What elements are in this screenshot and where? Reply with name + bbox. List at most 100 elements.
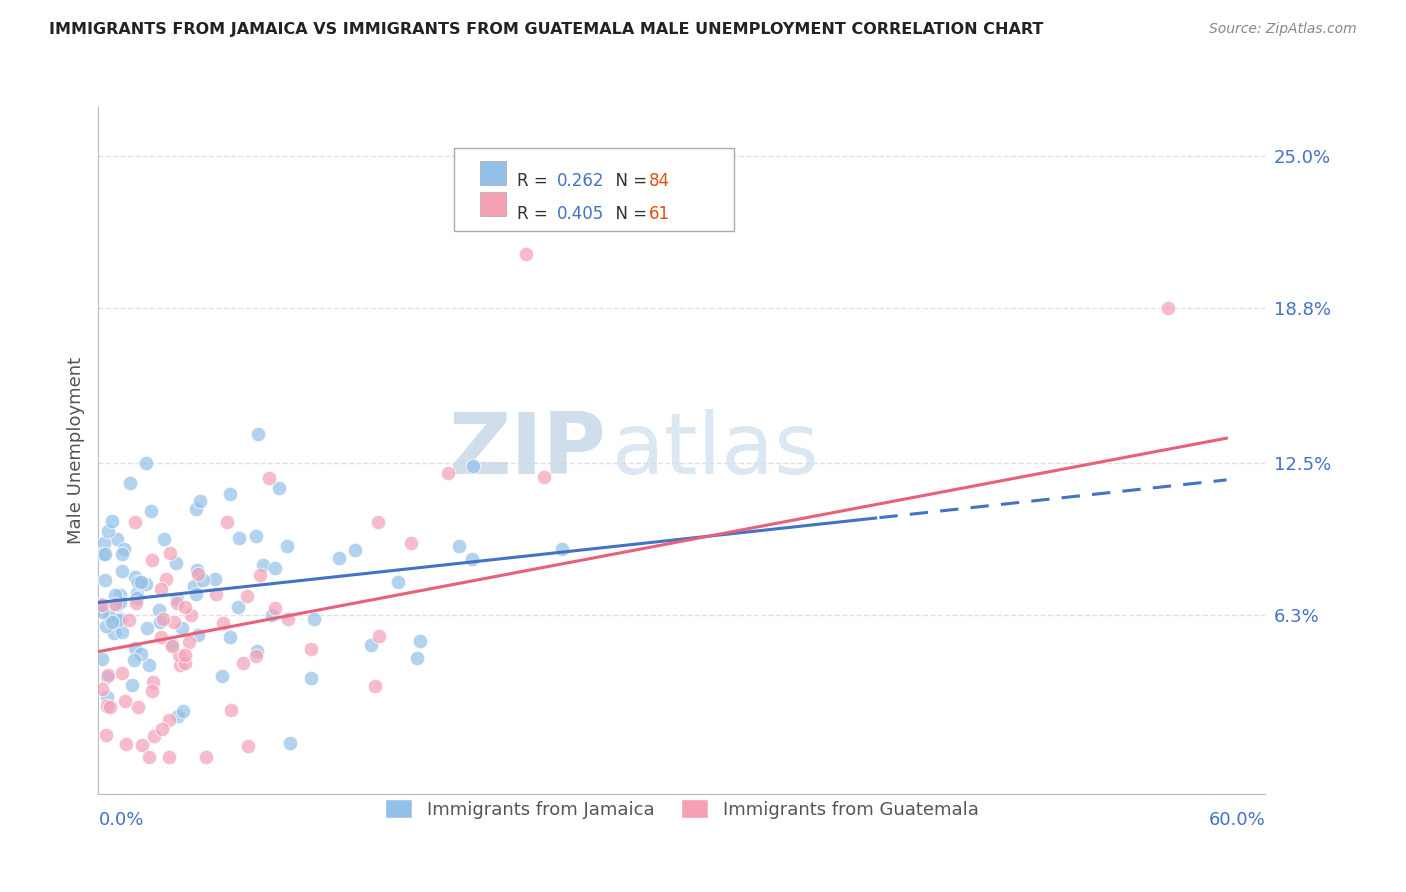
Point: [96, 699, 118, 714]
Point: [257, 471, 280, 485]
Point: [152, 722, 174, 736]
Point: [328, 551, 350, 566]
Point: [165, 556, 187, 570]
Point: [94, 619, 117, 633]
Point: [104, 588, 127, 602]
Point: [247, 427, 270, 442]
Point: [107, 614, 129, 628]
Point: [108, 611, 131, 625]
Text: 0.262: 0.262: [557, 172, 605, 190]
Point: [111, 625, 134, 640]
Point: [93, 535, 115, 549]
Point: [121, 678, 143, 692]
Point: [142, 674, 165, 689]
Point: [148, 602, 170, 616]
Point: [127, 591, 149, 605]
Point: [111, 665, 134, 680]
Point: [551, 541, 574, 556]
Point: [344, 543, 367, 558]
Point: [238, 739, 260, 753]
Point: [94, 547, 117, 561]
Point: [278, 736, 301, 750]
Point: [169, 648, 191, 662]
Point: [160, 637, 183, 651]
Point: [127, 575, 149, 590]
Point: [138, 658, 160, 673]
Point: [187, 628, 209, 642]
Point: [437, 466, 460, 480]
Text: 84: 84: [650, 172, 671, 190]
Point: [533, 470, 555, 484]
Point: [111, 564, 134, 578]
Point: [136, 621, 159, 635]
Point: [143, 730, 166, 744]
Text: R =: R =: [517, 205, 554, 223]
Text: N =: N =: [605, 172, 652, 190]
Point: [139, 504, 162, 518]
Point: [111, 547, 134, 561]
Point: [173, 600, 195, 615]
Point: [97, 524, 120, 539]
Point: [174, 648, 197, 662]
Point: [367, 629, 389, 643]
FancyBboxPatch shape: [454, 148, 734, 231]
Point: [409, 634, 432, 648]
Point: [91, 681, 114, 696]
Point: [205, 587, 228, 601]
Point: [299, 641, 322, 656]
Point: [515, 247, 537, 261]
Point: [127, 586, 149, 600]
Point: [218, 630, 240, 644]
Point: [131, 739, 153, 753]
Point: [191, 573, 214, 587]
Text: IMMIGRANTS FROM JAMAICA VS IMMIGRANTS FROM GUATEMALA MALE UNEMPLOYMENT CORRELATI: IMMIGRANTS FROM JAMAICA VS IMMIGRANTS FR…: [49, 22, 1043, 37]
Point: [204, 573, 226, 587]
Point: [188, 494, 211, 508]
Point: [246, 644, 269, 658]
Point: [219, 702, 242, 716]
Point: [194, 750, 217, 764]
Point: [174, 656, 197, 670]
Point: [149, 630, 172, 644]
Point: [91, 598, 114, 612]
Point: [172, 621, 194, 635]
Point: [264, 600, 287, 615]
Point: [149, 582, 172, 596]
Point: [115, 737, 138, 751]
Point: [160, 640, 183, 654]
Point: [120, 476, 142, 491]
Point: [91, 597, 114, 611]
Point: [135, 576, 157, 591]
Point: [447, 539, 470, 553]
Point: [166, 591, 188, 606]
Point: [100, 514, 122, 528]
Point: [114, 694, 136, 708]
Point: [131, 574, 153, 589]
FancyBboxPatch shape: [479, 161, 506, 185]
Point: [260, 607, 283, 622]
Text: 0.405: 0.405: [557, 205, 605, 223]
Y-axis label: Male Unemployment: Male Unemployment: [66, 357, 84, 544]
Point: [269, 481, 291, 495]
Legend: Immigrants from Jamaica, Immigrants from Guatemala: Immigrants from Jamaica, Immigrants from…: [378, 792, 986, 826]
Point: [155, 573, 177, 587]
Point: [245, 648, 267, 663]
Point: [122, 652, 145, 666]
Point: [159, 546, 181, 560]
Point: [228, 531, 250, 545]
Point: [94, 573, 117, 587]
Point: [96, 670, 118, 684]
Point: [276, 539, 298, 553]
Point: [212, 616, 235, 631]
Point: [104, 597, 127, 611]
Point: [93, 547, 115, 561]
Point: [264, 560, 287, 574]
Point: [226, 600, 249, 615]
Point: [108, 588, 131, 602]
Text: 60.0%: 60.0%: [1209, 811, 1265, 829]
Text: 61: 61: [650, 205, 671, 223]
Point: [125, 596, 148, 610]
Point: [387, 575, 409, 590]
Point: [124, 641, 146, 656]
Point: [98, 699, 121, 714]
